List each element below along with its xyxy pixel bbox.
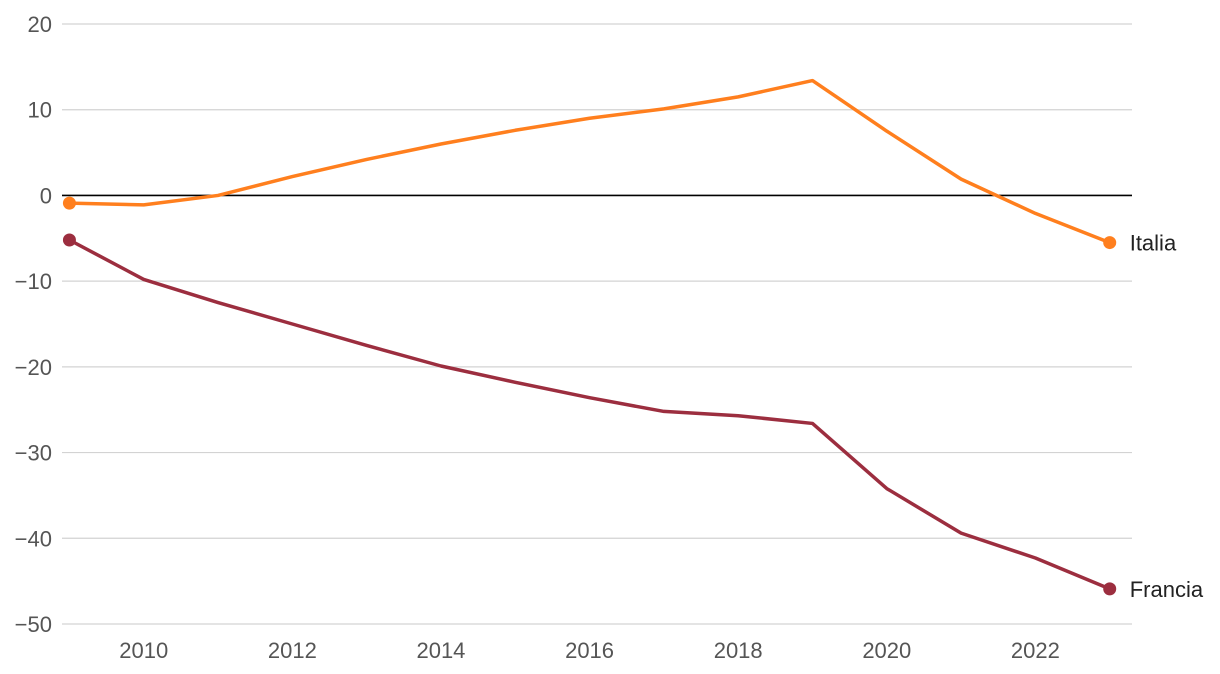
x-tick-label: 2018 [714,638,763,663]
series-label-italia: Italia [1130,231,1177,256]
x-axis-ticks: 2010 2012 2014 2016 2018 2020 2022 [119,638,1060,663]
start-point-francia [62,233,76,247]
y-tick-label: −10 [15,269,52,294]
gridlines [62,23,1132,625]
x-tick-label: 2014 [416,638,465,663]
y-tick-label: −30 [15,441,52,466]
y-tick-label: 20 [28,12,52,37]
y-tick-label: −20 [15,355,52,380]
x-tick-label: 2020 [862,638,911,663]
y-tick-label: −40 [15,526,52,551]
x-tick-label: 2012 [268,638,317,663]
series-labels: Italia Francia [1130,231,1204,602]
end-point-francia [1103,582,1117,596]
series-line-italia [67,78,1112,245]
start-point-italia [62,196,76,210]
y-tick-label: 10 [28,98,52,123]
series-label-francia: Francia [1130,577,1204,602]
y-tick-label: −50 [15,612,52,637]
series-line-francia [67,238,1112,591]
end-point-italia [1103,236,1117,250]
x-tick-label: 2022 [1011,638,1060,663]
y-axis-ticks: 20 10 0 −10 −20 −30 −40 −50 [15,12,52,637]
x-tick-label: 2010 [119,638,168,663]
series-lines [62,78,1117,596]
y-tick-label: 0 [40,183,52,208]
x-tick-label: 2016 [565,638,614,663]
